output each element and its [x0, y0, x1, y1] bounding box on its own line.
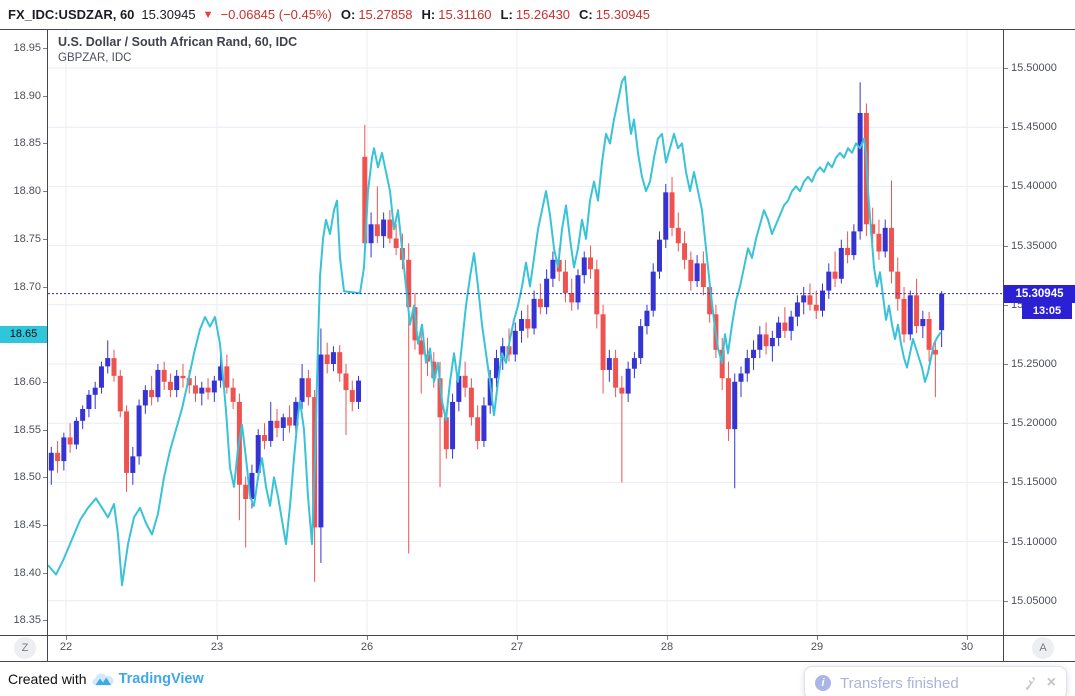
notification-toast[interactable]: i Transfers finished ×: [804, 666, 1067, 696]
info-icon: i: [815, 675, 831, 691]
time-axis-border-top: [0, 635, 1075, 636]
ohlc-high: H: 15.31160: [422, 7, 492, 22]
high-label: H:: [421, 7, 436, 22]
time-tick-mark: [367, 636, 368, 640]
left-axis-tick: 18.35: [13, 613, 47, 627]
right-axis-tick: 15.45000: [1004, 120, 1057, 134]
time-tick-mark: [967, 636, 968, 640]
right-axis-tick: 15.35000: [1004, 239, 1057, 253]
price-down-arrow-icon: ▼: [202, 8, 214, 21]
time-tick-mark: [66, 636, 67, 640]
right-axis-border: [1003, 30, 1004, 662]
last-price-badge: 15.30945: [1004, 284, 1075, 303]
ohlc-close: C: 15.30945: [579, 7, 650, 22]
symbol-info-bar[interactable]: FX_IDC:USDZAR, 60 15.30945 ▼ −0.06845 (−…: [0, 0, 1075, 29]
time-tick-label: 27: [510, 641, 524, 653]
left-axis-tick: 18.95: [13, 41, 47, 55]
left-axis-border: [47, 30, 48, 662]
time-tick-label: 26: [360, 641, 374, 653]
tradingview-brand-text[interactable]: TradingView: [118, 671, 204, 687]
right-axis-tick: 15.05000: [1004, 594, 1057, 608]
right-axis-tick: 15.40000: [1004, 179, 1057, 193]
left-axis-tick: 18.55: [13, 423, 47, 437]
gbpzar-line-series: [48, 75, 942, 587]
time-axis-border-bottom: [0, 661, 1075, 662]
time-tick-label: 28: [660, 641, 674, 653]
right-price-axis[interactable]: 15.30945 13:05 15.50000 15.45000 15.40000 1…: [1004, 30, 1075, 635]
left-axis-tick: 18.70: [13, 280, 47, 294]
time-tick-mark: [817, 636, 818, 640]
chart-pane[interactable]: U.S. Dollar / South African Rand, 60, ID…: [48, 30, 1003, 635]
left-axis-tick: 18.45: [13, 518, 47, 532]
right-axis-tick: 15.25000: [1004, 357, 1057, 371]
left-price-axis[interactable]: 18.65 18.95 18.90 18.85 18.80 18.75 18.70 18.6…: [0, 30, 47, 635]
open-value: 15.27858: [358, 7, 413, 22]
left-axis-tick: 18.60: [13, 375, 47, 389]
right-axis-tick: 15.15000: [1004, 475, 1057, 489]
toast-message: Transfers finished: [840, 674, 959, 692]
time-tick-mark: [217, 636, 218, 640]
price-chart-canvas[interactable]: [48, 30, 1003, 635]
low-label: L:: [500, 7, 513, 22]
frame-border-top: [0, 29, 1075, 30]
open-label: O:: [340, 7, 356, 22]
tradingview-logo-icon[interactable]: [92, 672, 114, 687]
line-value-badge: 18.65: [0, 326, 47, 344]
left-axis-tick: 18.85: [13, 136, 47, 150]
right-axis-tick: 15.50000: [1004, 61, 1057, 75]
left-axis-tick: 18.50: [13, 470, 47, 484]
left-axis-tick: 18.80: [13, 184, 47, 198]
time-tick-label: 29: [810, 641, 824, 653]
low-value: 15.26430: [515, 7, 571, 22]
time-tick-mark: [667, 636, 668, 640]
ohlc-open: O: 15.27858: [341, 7, 413, 22]
last-price: 15.30945: [141, 7, 196, 22]
grid-lines: [48, 30, 1003, 635]
price-change: −0.06845 (−0.45%): [220, 7, 332, 22]
high-value: 15.31160: [438, 7, 492, 22]
countdown-badge: 13:05: [1022, 302, 1072, 319]
auto-scale-button[interactable]: A: [1032, 637, 1054, 659]
attribution-footer: Created with TradingView: [8, 666, 204, 692]
right-axis-tick: 15.20000: [1004, 416, 1057, 430]
settings-wrench-icon[interactable]: [1024, 676, 1038, 690]
candles-series: [48, 82, 945, 582]
left-axis-tick: 18.90: [13, 89, 47, 103]
right-axis-tick: 15.10000: [1004, 535, 1057, 549]
close-icon[interactable]: ×: [1046, 674, 1056, 691]
time-axis[interactable]: Z A 22 23 26 27 28 29 30: [0, 636, 1075, 661]
close-value: 15.30945: [595, 7, 650, 22]
zoom-reset-button[interactable]: Z: [14, 637, 36, 659]
left-axis-tick: 18.75: [13, 232, 47, 246]
ohlc-low: L: 15.26430: [501, 7, 571, 22]
symbol-name[interactable]: FX_IDC:USDZAR, 60: [8, 7, 135, 22]
time-tick-label: 30: [960, 641, 974, 653]
close-label: C:: [579, 7, 593, 22]
time-tick-label: 22: [59, 641, 73, 653]
time-tick-label: 23: [210, 641, 224, 653]
created-with-text: Created with: [8, 671, 87, 687]
left-axis-tick: 18.40: [13, 566, 47, 580]
time-tick-mark: [517, 636, 518, 640]
